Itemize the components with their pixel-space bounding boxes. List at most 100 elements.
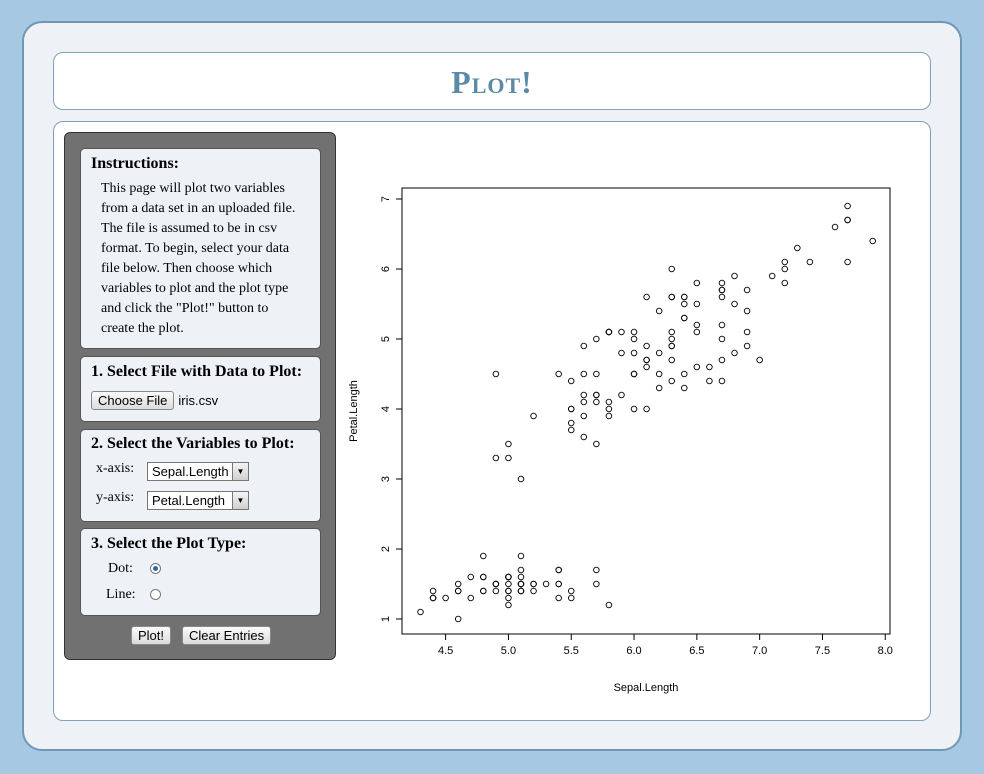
data-point <box>593 440 600 448</box>
data-point <box>480 552 487 560</box>
x-tick-label: 5.5 <box>564 645 579 657</box>
data-point <box>567 377 575 385</box>
data-point <box>630 370 638 378</box>
data-point <box>505 440 512 448</box>
x-tick-label: 8.0 <box>878 645 893 657</box>
data-point <box>517 587 525 595</box>
data-point <box>505 454 512 462</box>
data-point <box>593 391 600 399</box>
data-point <box>605 328 613 336</box>
data-point <box>618 349 625 357</box>
data-point <box>756 356 763 364</box>
data-point <box>643 363 650 371</box>
y-tick-label: 6 <box>380 266 392 272</box>
data-point <box>492 370 500 378</box>
dot-label: Dot: <box>108 561 133 576</box>
data-point <box>505 601 512 609</box>
y-axis-title: Petal.Length <box>348 380 360 442</box>
plot-frame <box>401 187 891 635</box>
data-point <box>706 377 713 385</box>
data-point <box>555 594 562 602</box>
data-point <box>593 335 600 343</box>
data-point <box>630 349 638 357</box>
dot-radio[interactable] <box>150 563 161 574</box>
chevron-down-icon[interactable]: ▼ <box>232 492 248 509</box>
data-point <box>605 412 613 420</box>
data-point <box>844 258 851 266</box>
data-point <box>505 580 512 588</box>
data-point <box>480 573 487 581</box>
data-point <box>731 349 738 357</box>
data-point <box>480 587 487 595</box>
data-point <box>643 356 650 364</box>
data-point <box>655 307 663 315</box>
data-point <box>681 314 688 322</box>
data-point <box>530 580 537 588</box>
data-point <box>580 370 588 378</box>
data-point <box>517 566 525 574</box>
data-point <box>781 279 789 287</box>
data-point <box>580 398 588 406</box>
file-select-box: 1. Select File with Data to Plot: Choose… <box>80 356 321 422</box>
data-point <box>693 300 701 308</box>
instructions-line: variables to plot and the plot type <box>101 281 289 296</box>
x-axis-select[interactable]: Sepal.Length ▼ <box>147 462 249 481</box>
data-point <box>693 363 701 371</box>
data-point <box>580 433 588 441</box>
data-point <box>605 405 613 413</box>
x-axis-select-value: Sepal.Length <box>152 464 229 479</box>
instructions-line: from a data set in an uploaded file. <box>101 201 296 216</box>
data-point <box>718 335 726 343</box>
y-axis-select-value: Petal.Length <box>152 493 226 508</box>
data-point <box>517 475 525 483</box>
data-point <box>731 300 738 308</box>
data-point <box>768 272 776 280</box>
x-axis-label: x-axis: <box>96 461 135 476</box>
data-point <box>530 412 537 420</box>
data-point <box>555 580 562 588</box>
data-point <box>869 237 876 245</box>
clear-entries-button[interactable]: Clear Entries <box>182 626 272 645</box>
data-point <box>593 580 600 588</box>
data-point <box>454 615 462 623</box>
y-axis-select[interactable]: Petal.Length ▼ <box>147 491 249 510</box>
x-tick-label: 7.5 <box>815 645 830 657</box>
data-point <box>794 244 801 252</box>
data-point <box>580 391 588 399</box>
x-axis-title: Sepal.Length <box>614 682 679 694</box>
data-point <box>668 265 675 273</box>
data-point <box>555 370 562 378</box>
data-point <box>467 573 474 581</box>
plot-type-box: 3. Select the Plot Type: <box>80 528 321 616</box>
chevron-down-icon[interactable]: ▼ <box>232 463 248 480</box>
data-point <box>781 265 789 273</box>
data-point <box>668 293 675 301</box>
data-point <box>454 580 462 588</box>
data-point <box>743 328 751 336</box>
data-point <box>492 454 500 462</box>
instructions-text: This page will plot two variables from a… <box>101 179 310 339</box>
instructions-heading: Instructions: <box>91 155 180 172</box>
choose-file-button[interactable]: Choose File <box>91 391 175 410</box>
plot-button[interactable]: Plot! <box>131 626 172 645</box>
data-point <box>643 293 650 301</box>
x-tick-label: 6.5 <box>689 645 704 657</box>
data-point <box>567 419 575 427</box>
data-point <box>718 279 726 287</box>
data-point <box>655 349 663 357</box>
plot-type-heading: 3. Select the Plot Type: <box>91 535 247 552</box>
data-point <box>517 573 525 581</box>
data-point <box>681 293 688 301</box>
data-point <box>442 594 449 602</box>
data-point <box>605 601 613 609</box>
page-title: Plot! <box>451 64 533 100</box>
data-point <box>643 342 650 350</box>
y-tick-label: 2 <box>380 546 392 552</box>
data-point <box>681 300 688 308</box>
instructions-line: file below. Then choose which <box>101 261 273 276</box>
line-radio[interactable] <box>150 589 161 600</box>
plot-points <box>417 202 876 623</box>
data-point <box>580 342 588 350</box>
data-point <box>417 608 424 616</box>
data-point <box>593 398 600 406</box>
